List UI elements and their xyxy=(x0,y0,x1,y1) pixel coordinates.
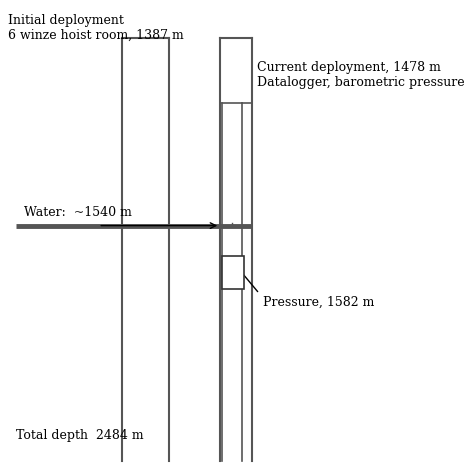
Text: Initial deployment
6 winze hoist room, 1387 m: Initial deployment 6 winze hoist room, 1… xyxy=(8,14,183,42)
Text: Water:  ~1540 m: Water: ~1540 m xyxy=(24,205,131,219)
Text: Total depth  2484 m: Total depth 2484 m xyxy=(16,429,143,442)
Bar xyxy=(222,256,244,289)
Text: Current deployment, 1478 m
Datalogger, barometric pressure: Current deployment, 1478 m Datalogger, b… xyxy=(257,61,465,89)
Text: Pressure, 1582 m: Pressure, 1582 m xyxy=(264,296,375,309)
